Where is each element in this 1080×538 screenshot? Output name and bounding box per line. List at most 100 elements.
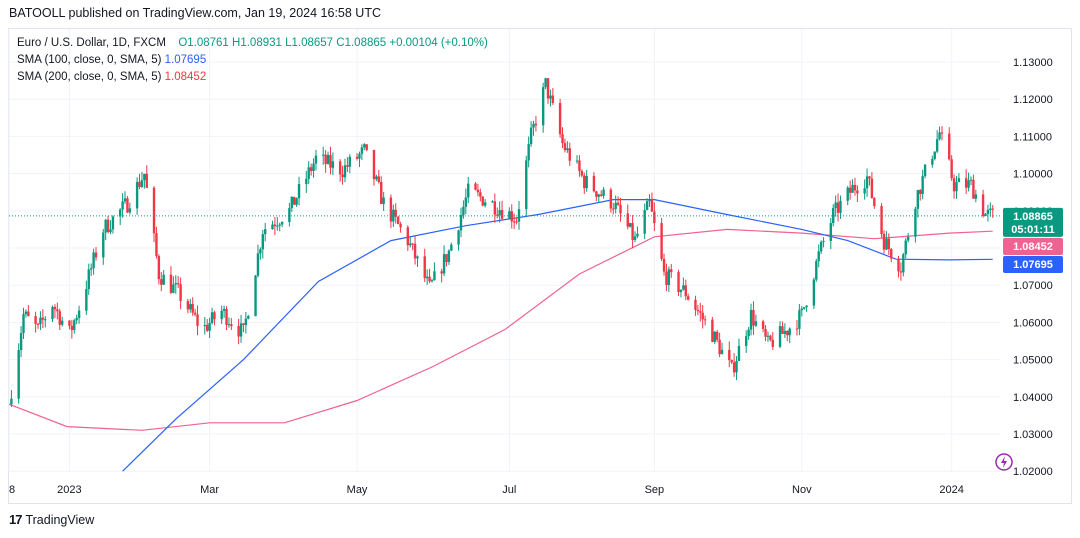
ohlc-low: L1.08657 xyxy=(285,37,334,49)
candle-body xyxy=(670,269,673,273)
x-tick-label: 2023 xyxy=(57,484,81,496)
candle-body xyxy=(887,238,891,250)
candle-body xyxy=(747,329,750,337)
candle-body xyxy=(145,173,148,188)
candle-body xyxy=(981,194,985,216)
candle-body xyxy=(152,187,156,234)
candle-body xyxy=(58,311,61,325)
y-tick-label: 1.10000 xyxy=(1013,169,1053,181)
candle-body xyxy=(686,296,690,300)
sma100-row[interactable]: SMA (100, close, 0, SMA, 5) 1.07695 xyxy=(17,52,488,69)
candle-body xyxy=(123,198,127,202)
candle-body xyxy=(126,198,129,213)
tradingview-logo-icon: 17 xyxy=(9,512,23,527)
candle-body xyxy=(75,318,78,321)
candle-body xyxy=(935,139,939,152)
alert-icon[interactable] xyxy=(995,453,1013,471)
candle-body xyxy=(916,190,920,209)
candle-body xyxy=(948,133,951,160)
candle-body xyxy=(60,320,64,325)
candle-body xyxy=(276,225,279,227)
candle-body xyxy=(848,187,852,193)
candle-body xyxy=(242,323,245,326)
candle-body xyxy=(479,192,482,197)
y-tick-label: 1.12000 xyxy=(1013,94,1053,106)
candle-body xyxy=(474,183,477,190)
candle-body xyxy=(326,154,330,164)
candle-body xyxy=(109,229,112,233)
candle-body xyxy=(290,196,293,209)
candle-body xyxy=(938,132,941,140)
candle-body xyxy=(834,202,837,208)
candle-body xyxy=(769,335,772,340)
candle-body xyxy=(273,224,277,226)
sma100-label: SMA (100, close, 0, SMA, 5) xyxy=(17,54,162,66)
chart-legend: Euro / U.S. Dollar, 1D, FXCM O1.08761 H1… xyxy=(17,35,488,86)
sma200-label: SMA (200, close, 0, SMA, 5) xyxy=(17,71,162,83)
candle-body xyxy=(208,322,211,331)
candle-body xyxy=(22,314,25,334)
candles xyxy=(10,77,994,407)
y-tick-label: 1.04000 xyxy=(1013,392,1053,404)
candle-body xyxy=(856,190,859,194)
candle-body xyxy=(322,154,325,156)
ohlc-open: O1.08761 xyxy=(178,37,229,49)
candle-body xyxy=(969,179,973,181)
candle-body xyxy=(839,200,842,213)
candle-body xyxy=(447,250,451,262)
candle-body xyxy=(566,148,569,151)
candle-body xyxy=(682,285,685,290)
candle-body xyxy=(568,148,571,161)
sma200-row[interactable]: SMA (200, close, 0, SMA, 5) 1.08452 xyxy=(17,69,488,86)
candle-body xyxy=(399,223,402,228)
candle-body xyxy=(730,360,733,363)
candle-body xyxy=(389,197,393,222)
candle-body xyxy=(677,272,680,293)
candle-body xyxy=(237,326,240,337)
candle-body xyxy=(222,308,226,311)
candle-body xyxy=(261,234,264,250)
x-tick-label: Jul xyxy=(502,484,516,496)
candle-body xyxy=(819,241,823,252)
symbol-row[interactable]: Euro / U.S. Dollar, 1D, FXCM O1.08761 H1… xyxy=(17,35,488,52)
candle-body xyxy=(425,276,429,279)
candle-body xyxy=(766,335,770,337)
candle-body xyxy=(950,159,953,179)
candle-body xyxy=(128,208,132,213)
candle-body xyxy=(264,229,267,235)
candle-body xyxy=(701,312,704,320)
candle-body xyxy=(343,165,347,178)
candle-body xyxy=(650,198,654,212)
candle-body xyxy=(964,178,968,188)
sma100-layer xyxy=(122,199,993,472)
candle-body xyxy=(118,209,122,217)
candle-body xyxy=(534,123,538,126)
candle-body xyxy=(413,243,417,259)
candle-body xyxy=(210,312,214,323)
candle-body xyxy=(904,240,907,255)
candle-body xyxy=(815,261,818,280)
candle-body xyxy=(699,311,702,313)
candle-body xyxy=(259,249,262,254)
candle-body xyxy=(778,326,782,347)
candle-body xyxy=(106,219,110,233)
candle-body xyxy=(732,362,736,373)
x-tick-label: 8 xyxy=(9,484,15,496)
candle-body xyxy=(952,178,956,192)
candle-body xyxy=(220,310,223,320)
candle-body xyxy=(280,222,284,225)
candle-body xyxy=(508,211,511,219)
candle-body xyxy=(483,202,487,206)
candle-body xyxy=(227,324,231,326)
candle-body xyxy=(694,299,697,310)
candle-body xyxy=(803,307,806,309)
candle-body xyxy=(984,213,987,216)
tradingview-footer[interactable]: 17 TradingView xyxy=(9,512,94,527)
candle-body xyxy=(580,170,584,176)
candle-body xyxy=(863,188,866,194)
candle-body xyxy=(583,175,586,189)
candle-body xyxy=(293,196,296,205)
